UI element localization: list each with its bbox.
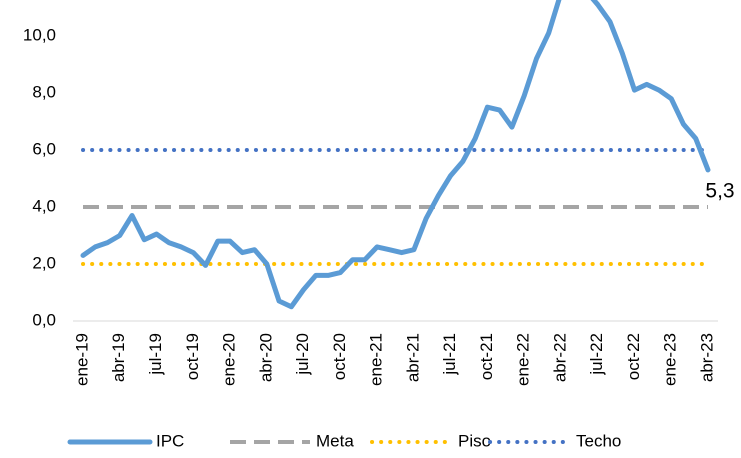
data-label: 5,3	[705, 179, 734, 202]
x-tick-label: abr-19	[109, 333, 128, 382]
x-tick-label: abr-23	[697, 333, 716, 382]
x-tick-label: abr-20	[256, 333, 275, 382]
legend-label: Techo	[576, 431, 621, 450]
x-tick-label: jul-21	[440, 333, 459, 376]
x-tick-label: oct-22	[624, 333, 643, 380]
x-tick-label: ene-22	[514, 333, 533, 386]
x-tick-label: jul-22	[587, 333, 606, 376]
y-tick-label: 4,0	[32, 196, 56, 215]
x-tick-label: ene-23	[661, 333, 680, 386]
y-tick-label: 6,0	[32, 139, 56, 158]
y-tick-label: 2,0	[32, 253, 56, 272]
y-tick-label: 10,0	[23, 25, 56, 44]
x-tick-label: oct-21	[477, 333, 496, 380]
x-tick-label: jul-20	[293, 333, 312, 376]
x-tick-label: ene-20	[220, 333, 239, 386]
x-tick-label: oct-19	[183, 333, 202, 380]
x-tick-label: abr-21	[403, 333, 422, 382]
x-tick-label: ene-19	[72, 333, 91, 386]
y-tick-label: 0,0	[32, 310, 56, 329]
x-tick-label: abr-22	[550, 333, 569, 382]
legend-label: Meta	[316, 431, 354, 450]
plot-area	[80, 0, 711, 310]
series-line	[80, 0, 711, 310]
legend-label: IPC	[156, 431, 184, 450]
x-tick-label: jul-19	[146, 333, 165, 376]
legend-label: Piso	[458, 431, 491, 450]
x-tick-label: ene-21	[367, 333, 386, 386]
y-tick-label: 8,0	[32, 82, 56, 101]
x-tick-label: oct-20	[330, 333, 349, 380]
